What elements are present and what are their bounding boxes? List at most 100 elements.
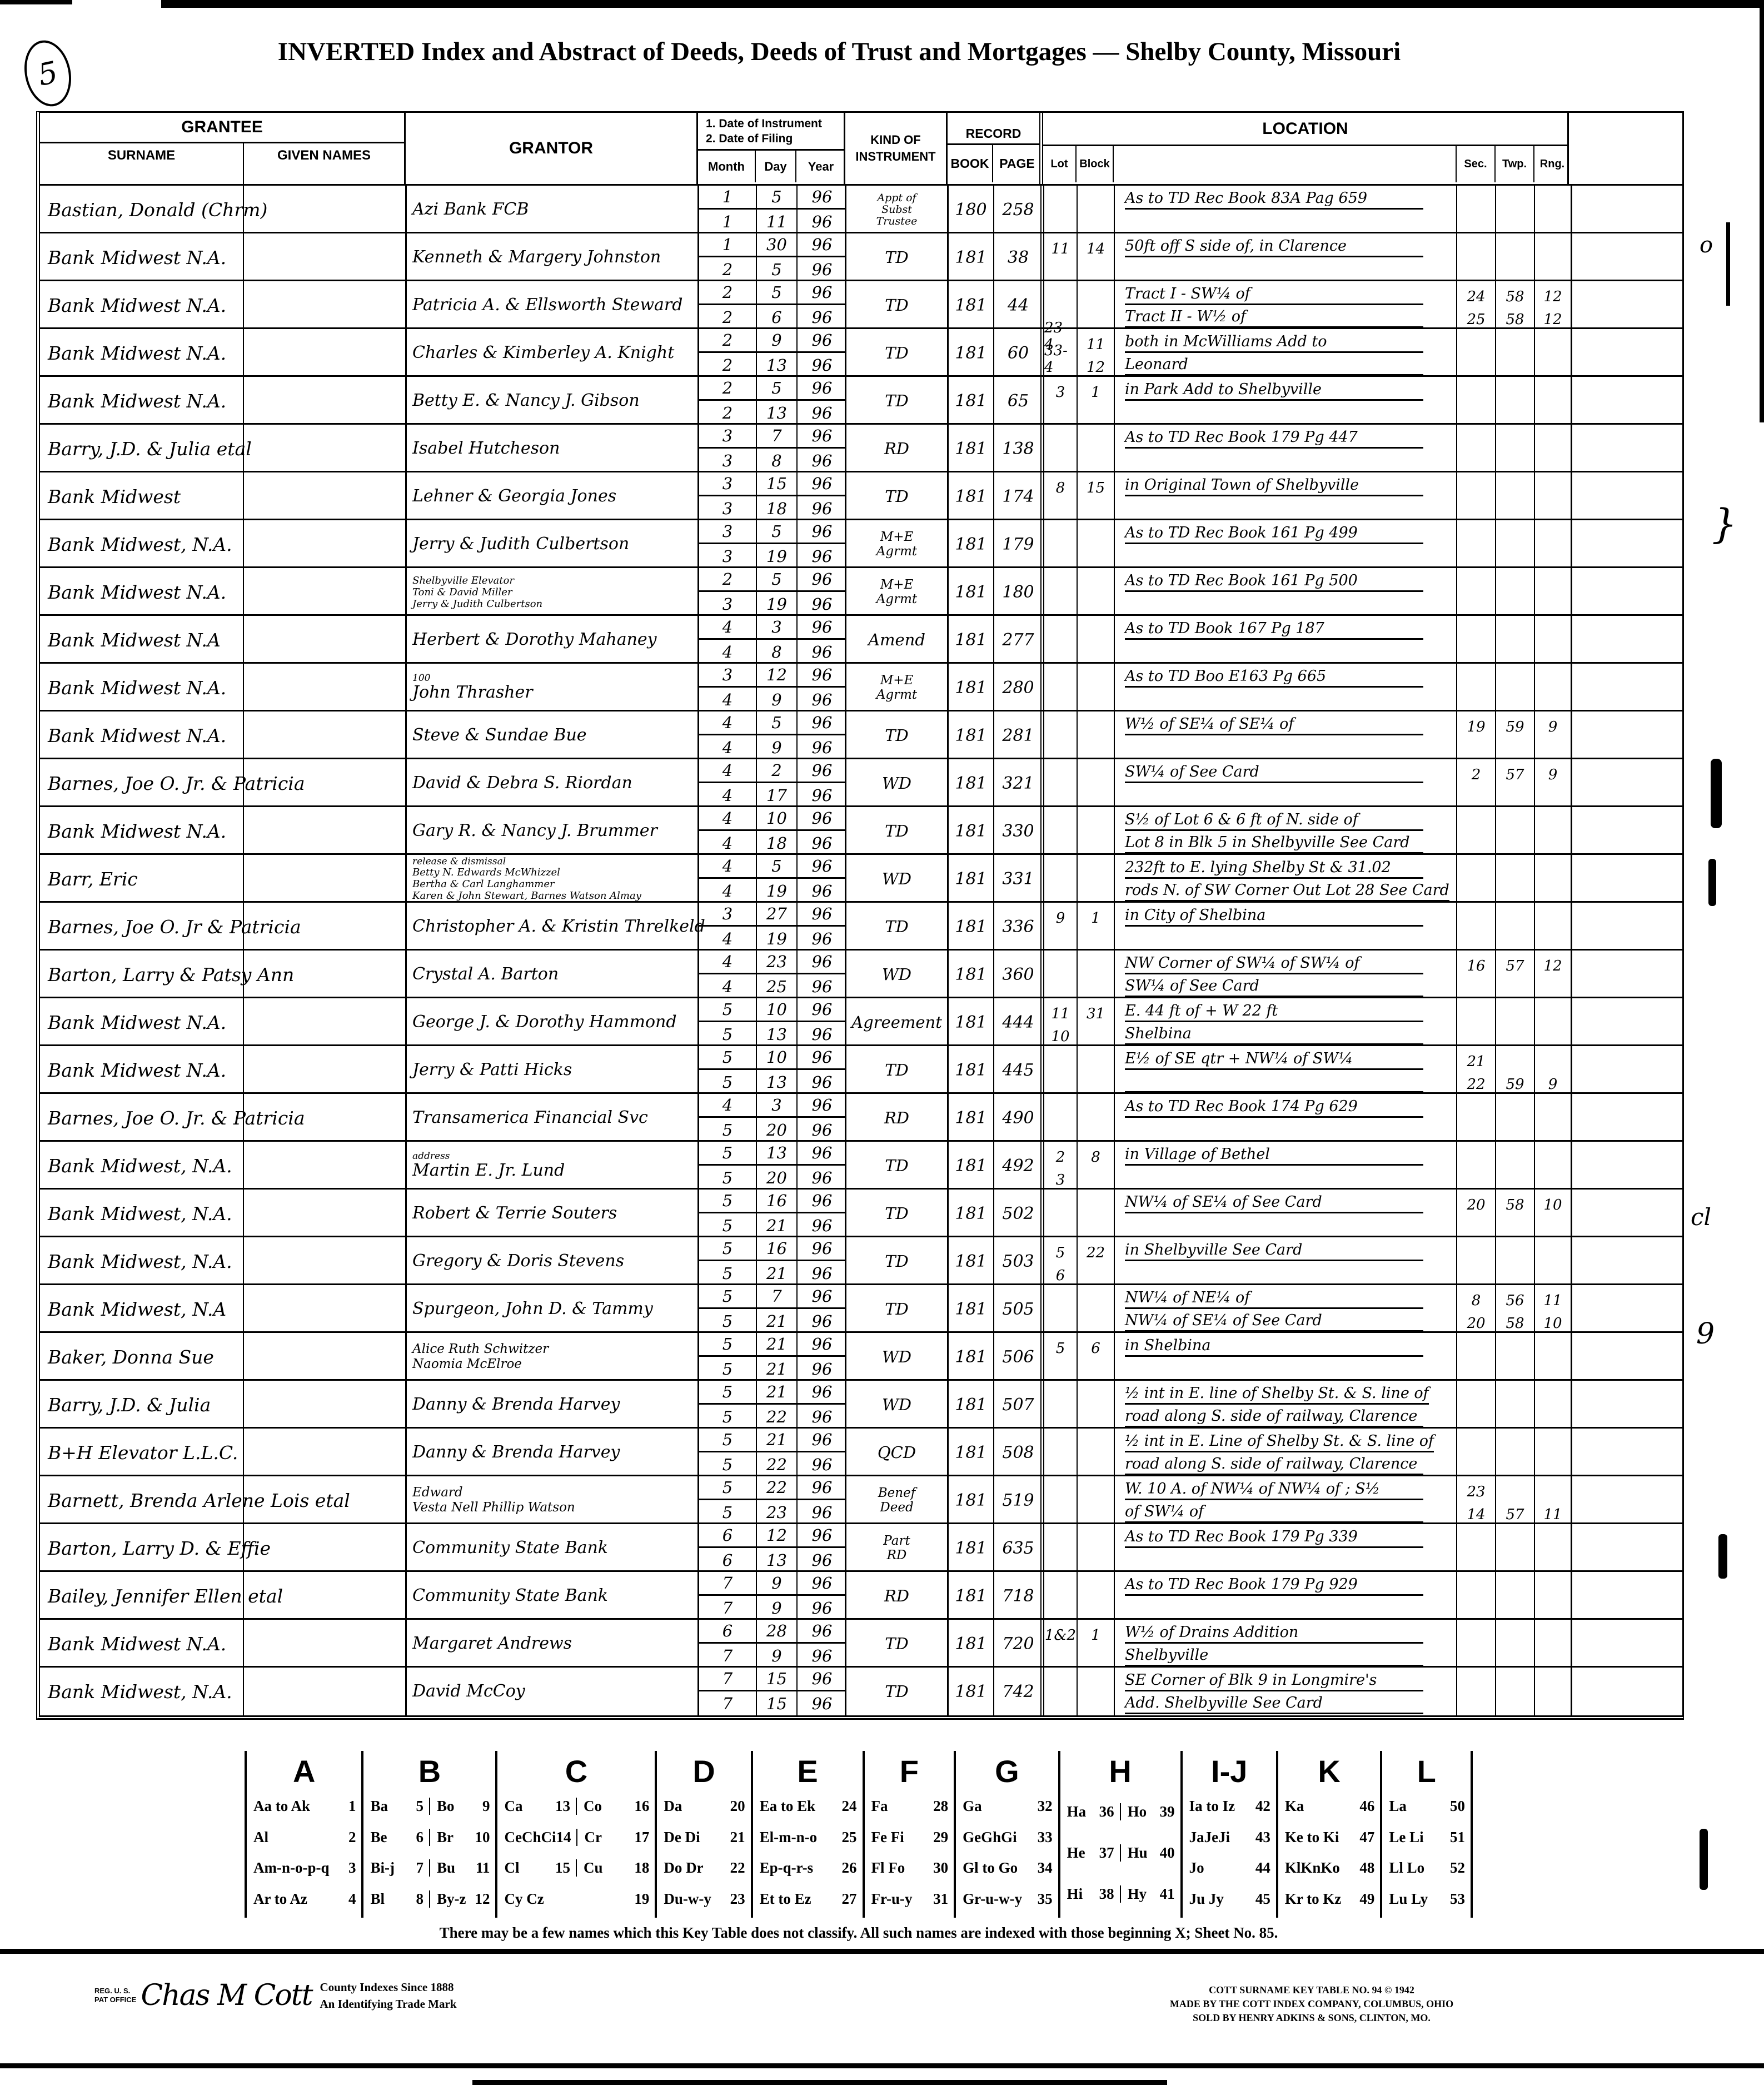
- ink-mark: 9: [1696, 1317, 1715, 1351]
- key-entry-number: 35: [1037, 1890, 1053, 1907]
- rng-cell-value: [1535, 1691, 1571, 1714]
- location-description-cell: As to TD Rec Book 83A Pag 659: [1114, 186, 1457, 233]
- grantor-cell: Edward Vesta Nell Phillip Watson: [405, 1476, 697, 1524]
- location-cell: As to TD Rec Book 179 Pg 339: [1040, 1524, 1456, 1572]
- grantee-name: Bank Midwest N.A.: [48, 294, 227, 316]
- key-entry: Bo 9: [428, 1798, 496, 1815]
- key-entry: Bu 11: [428, 1859, 496, 1877]
- sec-cell-value: [1457, 999, 1495, 1022]
- rng-cell-value: [1535, 353, 1571, 376]
- date-month: 2: [699, 281, 756, 305]
- twp-cell-value: [1496, 330, 1534, 353]
- key-entry: Gl to Go 34: [956, 1859, 1058, 1877]
- twp-cell-value: 59: [1506, 719, 1524, 735]
- rng-cell: [1534, 1381, 1571, 1429]
- twp-cell-value: [1496, 235, 1534, 257]
- sec-cell-value: [1457, 426, 1495, 449]
- block-cell: [1077, 1668, 1114, 1715]
- grantee-cell: B+H Elevator L.L.C.: [40, 1429, 405, 1476]
- key-row: Ar to Az 4: [247, 1890, 361, 1908]
- location-description-cell: in Shelbyville See Card: [1114, 1237, 1457, 1285]
- block-cell: 1: [1077, 903, 1114, 951]
- key-row: Gl to Go 34: [956, 1859, 1058, 1877]
- location-line: NW¼ of SE¼ of See Card: [1115, 1191, 1457, 1213]
- date-day: 8: [756, 449, 796, 472]
- kind-line: TD: [885, 1634, 909, 1653]
- lot-value: 23-4: [1044, 320, 1068, 353]
- record-cell: 181 60: [947, 329, 1040, 377]
- twp-cell: [1495, 1668, 1534, 1715]
- page-cell: 492: [993, 1142, 1042, 1190]
- grantor-line: Herbert & Dorothy Mahaney: [412, 630, 657, 649]
- twp-cell: 58 58: [1495, 281, 1534, 329]
- location-text: As to TD Rec Book 161 Pg 500: [1125, 572, 1424, 592]
- grantee-name: Bank Midwest, N.A: [48, 1298, 227, 1320]
- location-line: Tract I - SW¼ of: [1115, 282, 1457, 305]
- date-month: 4: [722, 690, 733, 709]
- block-value: 6: [1091, 1340, 1100, 1357]
- record-cell: 181 519: [947, 1476, 1040, 1524]
- location-description-cell: W½ of Drains Addition Shelbyville: [1114, 1620, 1457, 1668]
- rng-cell-value: 10: [1543, 1315, 1562, 1332]
- kind-cell: Agreement: [845, 998, 947, 1046]
- rng-cell: [1534, 1620, 1571, 1668]
- ink-mark: [1711, 759, 1722, 828]
- lot-value: 2: [1055, 1149, 1065, 1166]
- block-value: 8: [1091, 1149, 1100, 1166]
- date-month: 1: [722, 212, 733, 231]
- date-year: 96: [796, 329, 846, 353]
- key-entry-range: Hu: [1127, 1844, 1148, 1861]
- rng-cell-value: 12: [1543, 311, 1562, 328]
- block-cell: [1077, 1285, 1114, 1333]
- kind-cell: QCD: [845, 1429, 947, 1476]
- margin-cell: [1571, 425, 1691, 472]
- book-cell: 181: [955, 917, 987, 937]
- location-text: 232ft to E. lying Shelby St & 31.02: [1125, 859, 1424, 879]
- twp-cell-value: 59: [1506, 1076, 1524, 1093]
- rng-cell-value: [1535, 378, 1571, 401]
- scan-bar-top: [161, 0, 1764, 8]
- location-text: in Original Town of Shelbyville: [1125, 476, 1424, 496]
- grantee-name: Bank Midwest N.A.: [48, 1011, 227, 1033]
- book-cell: 181: [955, 1634, 987, 1654]
- margin-cell: [1571, 1476, 1691, 1524]
- location-text: As to TD Rec Book 83A Pag 659: [1125, 190, 1424, 210]
- location-text: in Park Add to Shelbyville: [1125, 381, 1424, 401]
- footer-right-line1: COTT SURNAME KEY TABLE NO. 94 © 1942: [1209, 1984, 1414, 1996]
- key-entry: Hi 38: [1060, 1885, 1120, 1903]
- key-entry: By-z 12: [428, 1890, 496, 1908]
- kind-line: TD: [885, 486, 909, 506]
- grantor-line: Danny & Brenda Harvey: [412, 1395, 620, 1414]
- page-cell: 508: [993, 1429, 1042, 1476]
- key-group-g: G Ga 32 GeGhGi 33 Gl to Go 34 Gr-u-w-y 35: [954, 1751, 1058, 1918]
- kind-cell: TD: [845, 1620, 947, 1668]
- location-description-cell: ½ int in E. Line of Shelby St. & S. line…: [1114, 1429, 1457, 1476]
- rng-cell: 10: [1534, 1190, 1571, 1237]
- date-month: 5: [699, 1142, 756, 1166]
- margin-cell: [1571, 998, 1691, 1046]
- header-block: Block: [1075, 146, 1113, 182]
- sec-cell-value: 2: [1471, 767, 1481, 783]
- grantor-line: Edward: [412, 1485, 463, 1500]
- block-cell: [1077, 568, 1114, 616]
- block-cell: 22: [1077, 1237, 1114, 1285]
- key-entry-number: 2: [348, 1828, 356, 1845]
- book-cell: 181: [955, 630, 987, 650]
- lot-cell: [1044, 568, 1077, 616]
- ledger-row: Bank Midwest N.A. Betty E. & Nancy J. Gib…: [40, 377, 1682, 425]
- grantee-name: Barry, J.D. & Julia etal: [48, 437, 252, 460]
- date-day: 2: [756, 759, 796, 783]
- rng-cell-value: [1535, 1047, 1571, 1070]
- key-entry-number: 51: [1450, 1828, 1466, 1845]
- grantor-line: George J. & Dorothy Hammond: [412, 1012, 677, 1032]
- date-cell: 7 15 96 7 15 96: [697, 1668, 846, 1715]
- ledger-row: B+H Elevator L.L.C. Danny & Brenda Harvey…: [40, 1429, 1682, 1476]
- page-cell: 180: [993, 568, 1042, 616]
- rng-cell-value: [1535, 999, 1571, 1022]
- sec-cell-value: 24: [1467, 288, 1486, 305]
- location-cell: 5 6 in Shelbina: [1040, 1333, 1456, 1381]
- location-description-cell: NW Corner of SW¼ of SW¼ of SW¼ of See Car…: [1114, 951, 1457, 998]
- record-cell: 181 281: [947, 711, 1040, 759]
- grantee-name: Bank Midwest: [48, 485, 181, 507]
- page-cell: 720: [993, 1620, 1042, 1668]
